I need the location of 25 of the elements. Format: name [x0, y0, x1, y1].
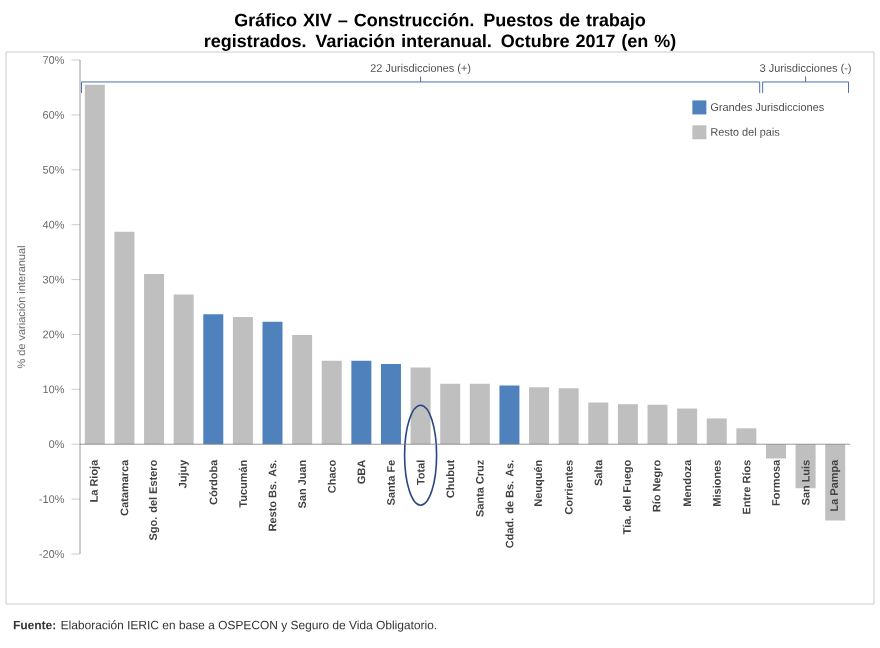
bar [617, 404, 638, 445]
bar [232, 316, 253, 445]
bar [84, 84, 105, 445]
bar [144, 274, 165, 445]
bar [292, 334, 313, 445]
bar [677, 408, 698, 445]
bar [736, 428, 757, 445]
bar [114, 231, 135, 445]
bar [203, 314, 224, 445]
bar [765, 444, 786, 459]
bar [321, 360, 342, 445]
bar [588, 402, 609, 445]
bar [351, 360, 372, 445]
bar [647, 404, 668, 445]
bar [529, 387, 550, 445]
bar [380, 364, 401, 445]
bar [469, 383, 490, 445]
bar [173, 294, 194, 445]
chart-title: Gráfico XIV – Construcción. Puestos de trabajo registrados. Variación interanual. Octubre 2017 (en %) [205, 13, 676, 51]
bar [440, 383, 461, 445]
bar [558, 388, 579, 445]
bar [410, 367, 431, 445]
bar [262, 321, 283, 445]
bar [499, 385, 520, 445]
bar [706, 418, 727, 445]
